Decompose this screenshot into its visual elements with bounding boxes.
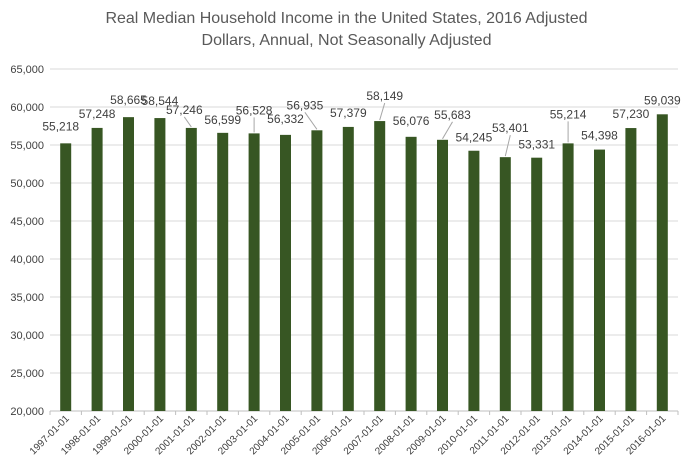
bar (468, 150, 480, 411)
y-tick-label: 40,000 (10, 254, 44, 266)
bar (154, 118, 166, 411)
bar (280, 134, 291, 411)
bar (185, 127, 197, 412)
data-label: 53,331 (518, 138, 555, 152)
y-tick-label: 55,000 (10, 140, 44, 152)
data-label: 55,218 (42, 119, 79, 133)
bar (405, 136, 417, 412)
y-tick-label: 25,000 (10, 368, 44, 380)
data-label: 54,398 (581, 129, 618, 143)
bar (60, 143, 72, 411)
data-label: 58,665 (110, 93, 147, 107)
data-label: 54,245 (456, 131, 493, 145)
y-tick-label: 20,000 (10, 406, 44, 418)
data-label: 58,544 (142, 94, 179, 108)
data-label: 56,332 (267, 112, 304, 126)
y-tick-label: 50,000 (10, 178, 44, 190)
data-label: 57,248 (79, 107, 116, 121)
data-label: 53,401 (492, 121, 529, 135)
y-tick-label: 35,000 (10, 292, 44, 304)
data-label: 57,230 (613, 107, 650, 121)
data-label: 56,935 (287, 98, 324, 112)
data-label-leader (504, 135, 511, 157)
data-label-leader (183, 116, 192, 128)
y-tick-label: 30,000 (10, 330, 44, 342)
data-label: 56,528 (236, 103, 273, 117)
bar (374, 121, 386, 411)
bar (499, 157, 511, 411)
chart-title-line-1: Real Median Household Income in the Unit… (105, 10, 588, 27)
bar (625, 128, 637, 411)
bar (531, 157, 543, 411)
bar (342, 126, 354, 411)
data-label: 56,599 (204, 113, 241, 127)
data-label: 57,246 (166, 103, 203, 117)
data-label-leader (304, 112, 318, 130)
data-label: 59,039 (644, 93, 681, 107)
bar (437, 139, 448, 411)
y-tick-label: 60,000 (10, 102, 44, 114)
data-label: 55,214 (550, 107, 587, 121)
bar (594, 149, 605, 411)
data-label: 58,149 (366, 89, 403, 103)
data-label: 56,076 (393, 114, 430, 128)
bar (562, 143, 574, 411)
bar (656, 114, 668, 412)
y-tick-label: 65,000 (10, 64, 44, 76)
data-label: 55,683 (434, 108, 471, 122)
chart-title: Real Median Household Income in the Unit… (0, 8, 693, 52)
bar (217, 132, 229, 411)
data-label: 57,379 (330, 106, 367, 120)
bar (123, 117, 134, 412)
data-label-leader (379, 102, 386, 121)
bar (248, 133, 260, 411)
chart-title-line-2: Dollars, Annual, Not Seasonally Adjusted (201, 32, 492, 49)
data-label-leader (442, 121, 453, 140)
y-tick-label: 45,000 (10, 216, 44, 228)
bar (311, 130, 323, 411)
bar (91, 127, 103, 412)
